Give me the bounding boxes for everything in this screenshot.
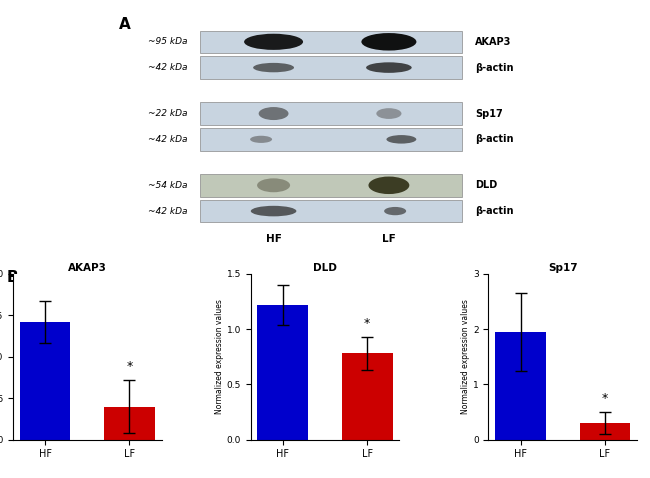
FancyBboxPatch shape <box>200 31 462 53</box>
Ellipse shape <box>244 34 303 50</box>
Text: β-actin: β-actin <box>474 63 514 73</box>
Y-axis label: Normalized expression values: Normalized expression values <box>462 299 470 414</box>
Ellipse shape <box>250 136 272 143</box>
Ellipse shape <box>253 63 294 72</box>
Text: ~42 kDa: ~42 kDa <box>148 135 188 144</box>
FancyBboxPatch shape <box>200 102 462 125</box>
Text: ~22 kDa: ~22 kDa <box>148 109 188 118</box>
Text: *: * <box>602 392 608 405</box>
Text: ~42 kDa: ~42 kDa <box>148 63 188 72</box>
Text: ~95 kDa: ~95 kDa <box>148 37 188 46</box>
FancyBboxPatch shape <box>200 200 462 222</box>
Bar <box>104 407 155 440</box>
Ellipse shape <box>257 178 290 192</box>
Ellipse shape <box>384 207 406 215</box>
Bar <box>20 322 70 440</box>
Ellipse shape <box>259 107 289 120</box>
FancyBboxPatch shape <box>200 174 462 196</box>
Text: DLD: DLD <box>474 180 497 190</box>
Text: AKAP3: AKAP3 <box>474 37 511 47</box>
Text: Sp17: Sp17 <box>474 109 502 119</box>
Ellipse shape <box>251 206 296 217</box>
Text: *: * <box>364 317 370 330</box>
Text: LF: LF <box>382 234 396 243</box>
Ellipse shape <box>369 176 410 194</box>
Ellipse shape <box>376 108 402 119</box>
Text: B: B <box>6 271 18 285</box>
Bar <box>342 353 393 440</box>
Ellipse shape <box>387 135 416 143</box>
Title: AKAP3: AKAP3 <box>68 263 107 273</box>
Text: β-actin: β-actin <box>474 134 514 144</box>
Y-axis label: Normalized expression values: Normalized expression values <box>215 299 224 414</box>
Title: Sp17: Sp17 <box>548 263 578 273</box>
Bar <box>495 332 546 440</box>
Text: ~42 kDa: ~42 kDa <box>148 206 188 216</box>
Ellipse shape <box>361 33 417 51</box>
FancyBboxPatch shape <box>200 128 462 151</box>
Text: *: * <box>126 360 133 373</box>
Text: A: A <box>119 17 131 32</box>
FancyBboxPatch shape <box>200 56 462 79</box>
Title: DLD: DLD <box>313 263 337 273</box>
Bar <box>257 304 308 440</box>
Text: HF: HF <box>266 234 281 243</box>
Bar <box>580 423 630 440</box>
Text: ~54 kDa: ~54 kDa <box>148 181 188 190</box>
Ellipse shape <box>366 62 411 73</box>
Text: β-actin: β-actin <box>474 206 514 216</box>
